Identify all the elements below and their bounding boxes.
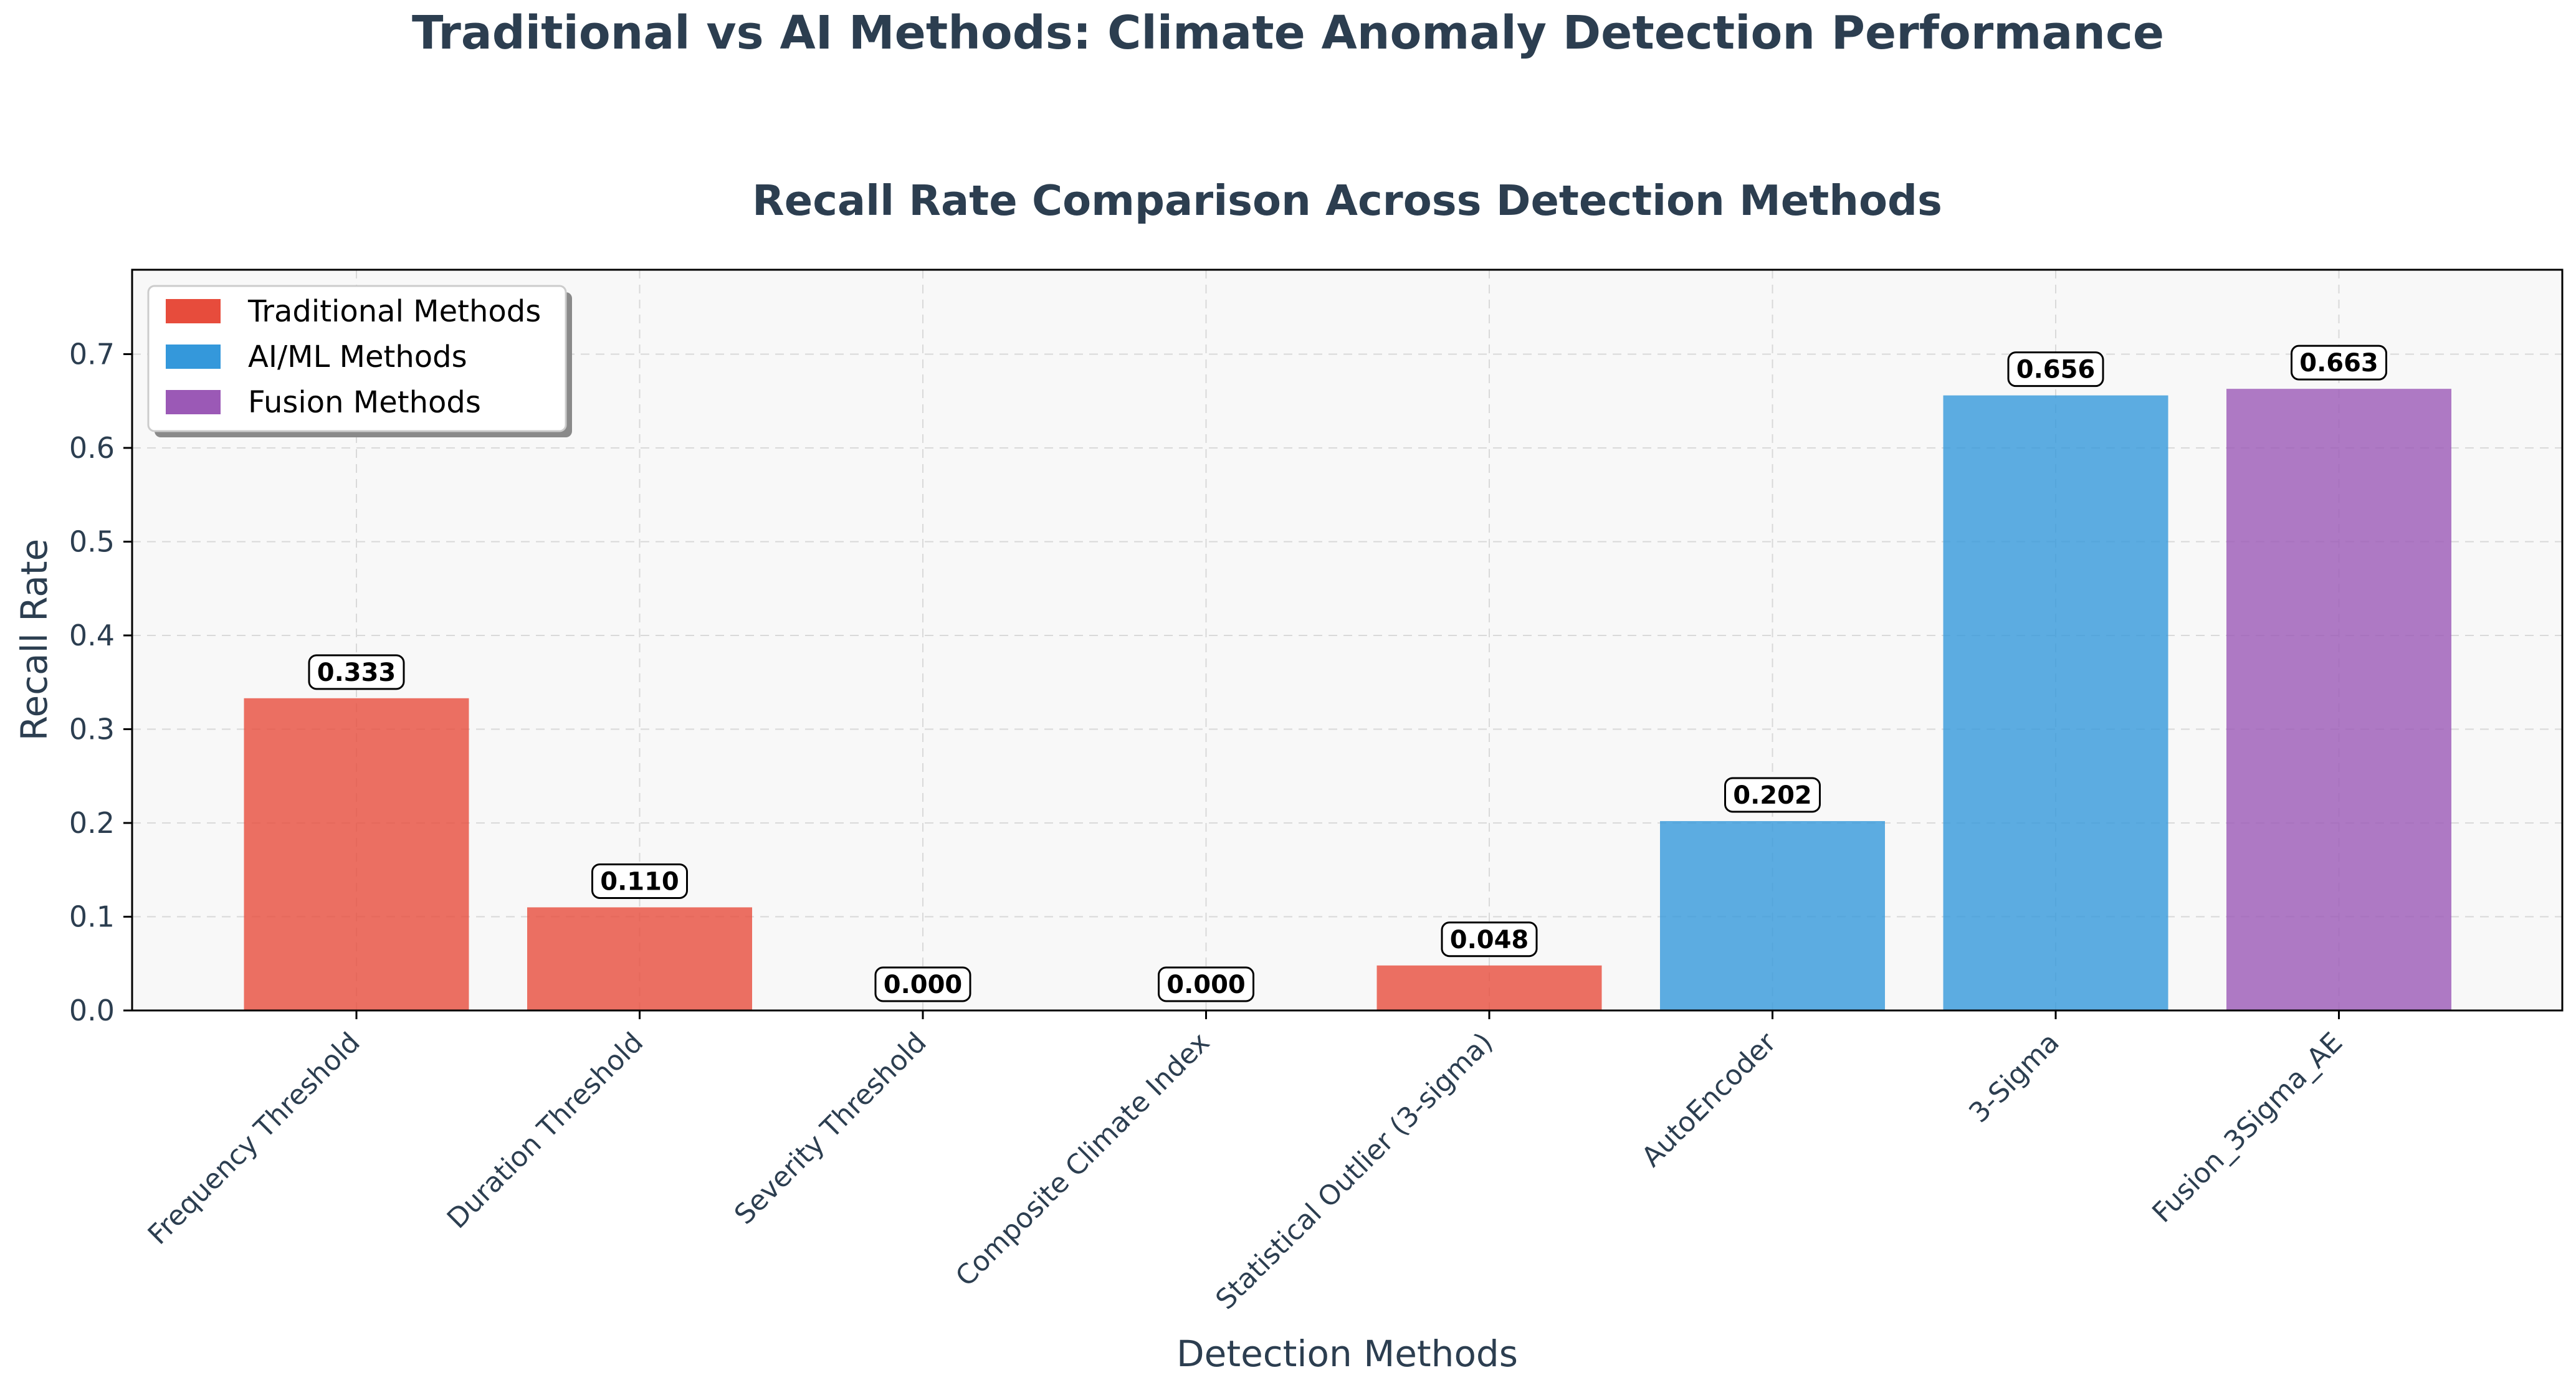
data-label-box [1441, 921, 1538, 958]
data-label-text: 0.110 [600, 867, 679, 896]
y-axis-ticks: 0.0 0.1 0.2 0.3 0.4 0.5 0.6 0.7 [69, 337, 132, 1027]
x-axis-ticks: Frequency Threshold Duration Threshold Sev… [142, 1010, 2349, 1316]
data-label-box [308, 654, 405, 690]
chart-title: Recall Rate Comparison Across Detection … [752, 176, 1942, 225]
data-label-frequency-threshold: 0.333 [308, 654, 405, 690]
y-tick-label: 0.1 [69, 900, 115, 933]
x-tick-label: Severity Threshold [728, 1027, 933, 1231]
data-label-box [874, 966, 971, 1002]
data-label-text: 0.656 [2016, 356, 2096, 384]
bar-3-sigma [1943, 395, 2168, 1010]
data-label-box [591, 863, 688, 899]
legend: Traditional Methods AI/ML Methods Fusion… [147, 285, 572, 437]
data-label-severity-threshold: 0.000 [874, 966, 971, 1002]
data-label-statistical-outlier-3-sigma: 0.048 [1441, 921, 1538, 958]
bar-duration-threshold [527, 907, 752, 1010]
x-axis-label: Detection Methods [1176, 1333, 1518, 1375]
data-label-box [1724, 777, 1821, 813]
data-label-text: 0.663 [2299, 349, 2378, 378]
legend-swatch-aiml [166, 345, 221, 369]
data-label-duration-threshold: 0.110 [591, 863, 688, 899]
legend-box [147, 285, 567, 432]
y-tick-label: 0.5 [69, 525, 115, 558]
data-label-text: 0.000 [884, 971, 963, 999]
x-tick-label: Fusion_3Sigma_AE [2146, 1027, 2349, 1229]
data-label-composite-climate-index: 0.000 [1158, 966, 1254, 1002]
data-label-text: 0.202 [1733, 781, 1812, 810]
y-tick-label: 0.3 [69, 712, 115, 746]
y-tick-label: 0.6 [69, 431, 115, 465]
x-tick-label: AutoEncoder [1636, 1026, 1783, 1173]
y-tick-label: 0.7 [69, 337, 115, 371]
data-label-text: 0.048 [1450, 926, 1529, 954]
y-tick-label: 0.2 [69, 806, 115, 840]
data-label-autoencoder: 0.202 [1724, 777, 1821, 813]
legend-swatch-fusion [166, 390, 221, 414]
x-tick-label: 3-Sigma [1963, 1027, 2066, 1129]
y-axis-label: Recall Rate [13, 539, 55, 741]
data-labels: 0.333 0.110 0.000 0.000 0.048 0.202 0.656 0.663 [308, 345, 2387, 1002]
bar-fusion-3sigma-ae [2226, 389, 2451, 1010]
x-tick-label: Frequency Threshold [142, 1027, 366, 1251]
plot-frame [131, 269, 2564, 1012]
bar-statistical-outlier-3-sigma [1376, 965, 1602, 1010]
data-label-3-sigma: 0.656 [2007, 351, 2104, 387]
x-tick-label: Composite Climate Index [950, 1027, 1216, 1293]
legend-swatch-traditional [166, 299, 221, 323]
bars [244, 389, 2451, 1010]
figure-title: Traditional vs AI Methods: Climate Anoma… [412, 6, 2164, 60]
legend-label-aiml: AI/ML Methods [248, 340, 467, 374]
y-tick-label: 0.0 [69, 994, 115, 1027]
x-tick-label: Statistical Outlier (3-sigma) [1209, 1027, 1499, 1316]
data-label-box [2291, 345, 2387, 381]
data-label-text: 0.000 [1166, 971, 1246, 999]
data-label-box [2007, 351, 2104, 387]
bar-frequency-threshold [244, 698, 469, 1010]
y-tick-label: 0.4 [69, 619, 115, 652]
data-label-fusion-3sigma-ae: 0.663 [2291, 345, 2387, 381]
data-label-box [1158, 966, 1254, 1002]
x-tick-label: Duration Threshold [441, 1027, 649, 1235]
legend-label-fusion: Fusion Methods [248, 385, 481, 420]
data-label-text: 0.333 [317, 658, 396, 687]
bar-autoencoder [1660, 820, 1885, 1010]
legend-label-traditional: Traditional Methods [247, 294, 541, 329]
